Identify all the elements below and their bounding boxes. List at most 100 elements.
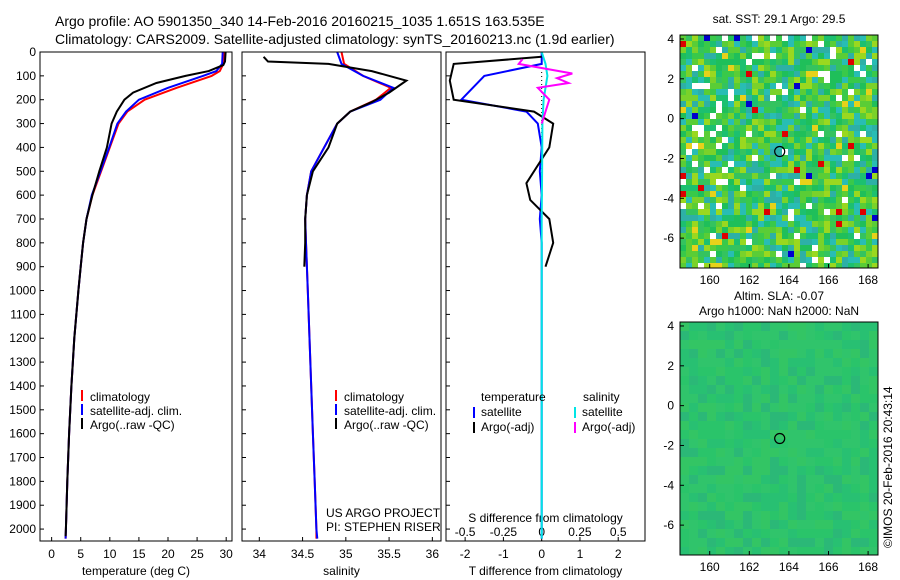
map-cell xyxy=(740,83,746,89)
map-cell xyxy=(794,173,800,179)
map-cell xyxy=(680,245,686,251)
map-cell xyxy=(761,484,770,493)
map-cell xyxy=(854,161,860,167)
map-cell xyxy=(728,251,734,257)
map-cell xyxy=(686,143,692,149)
map-cell xyxy=(842,83,848,89)
map-cell xyxy=(830,137,836,143)
map-cell xyxy=(740,59,746,65)
map-cell xyxy=(698,529,707,538)
map-cell xyxy=(689,412,698,421)
map-cell xyxy=(746,47,752,53)
map-cell xyxy=(752,322,761,331)
map-cell xyxy=(836,173,842,179)
map-cell xyxy=(818,161,824,167)
map-cell xyxy=(806,125,812,131)
map-cell xyxy=(704,215,710,221)
map-cell xyxy=(752,221,758,227)
map-cell xyxy=(812,77,818,83)
map-cell xyxy=(842,95,848,101)
map-cell xyxy=(758,263,764,268)
map-cell xyxy=(830,161,836,167)
map-cell xyxy=(869,439,878,448)
map-cell xyxy=(794,119,800,125)
map-cell xyxy=(728,173,734,179)
map-cell xyxy=(704,53,710,59)
map-cell xyxy=(710,227,716,233)
map-cell xyxy=(698,41,704,47)
map-cell xyxy=(782,101,788,107)
map-cell xyxy=(740,47,746,53)
map-cell xyxy=(716,53,722,59)
map-cell xyxy=(869,502,878,511)
map-cell xyxy=(776,239,782,245)
map-cell xyxy=(743,547,752,555)
map-cell xyxy=(707,439,716,448)
map-cell xyxy=(740,221,746,227)
map-cell xyxy=(716,340,725,349)
map-cell xyxy=(833,547,842,555)
map-cell xyxy=(752,107,758,113)
map-cell xyxy=(764,161,770,167)
map-cell xyxy=(788,547,797,555)
map-cell xyxy=(788,412,797,421)
map-cell xyxy=(692,107,698,113)
map-cell xyxy=(854,185,860,191)
map-cell xyxy=(869,376,878,385)
map-cell xyxy=(779,511,788,520)
map-cell xyxy=(770,59,776,65)
map-cell xyxy=(860,47,866,53)
map-cell xyxy=(725,448,734,457)
map-cell xyxy=(704,77,710,83)
map-cell xyxy=(704,179,710,185)
map-cell xyxy=(818,137,824,143)
x-tick-label: 25 xyxy=(190,547,204,561)
map-cell xyxy=(779,403,788,412)
map-cell xyxy=(758,89,764,95)
map-cell xyxy=(746,221,752,227)
map-cell xyxy=(830,221,836,227)
map-cell xyxy=(707,430,716,439)
map-cell xyxy=(689,439,698,448)
map-cell xyxy=(806,263,812,268)
map-cell xyxy=(782,191,788,197)
map-cell xyxy=(716,251,722,257)
map-cell xyxy=(824,430,833,439)
map-cell xyxy=(806,221,812,227)
map-cell xyxy=(716,77,722,83)
map-cell xyxy=(815,502,824,511)
map-cell xyxy=(698,137,704,143)
map-cell xyxy=(728,233,734,239)
map-cell xyxy=(812,47,818,53)
map-cell xyxy=(848,251,854,257)
map-cell xyxy=(734,239,740,245)
map-cell xyxy=(740,197,746,203)
map-cell xyxy=(770,77,776,83)
map-cell xyxy=(722,119,728,125)
map-cell xyxy=(794,197,800,203)
map-cell xyxy=(869,349,878,358)
map-cell xyxy=(722,89,728,95)
map-cell xyxy=(692,155,698,161)
map-cell xyxy=(752,430,761,439)
map-cell xyxy=(872,239,878,245)
map-cell xyxy=(860,107,866,113)
map-cell xyxy=(854,71,860,77)
map-cell xyxy=(764,53,770,59)
map-cell xyxy=(698,331,707,340)
map-cell xyxy=(686,71,692,77)
map-cell xyxy=(734,203,740,209)
map-cell xyxy=(692,143,698,149)
map-cell xyxy=(806,119,812,125)
map-cell xyxy=(722,137,728,143)
map-cell xyxy=(830,53,836,59)
map-cell xyxy=(725,529,734,538)
map-cell xyxy=(710,221,716,227)
map-cell xyxy=(710,35,716,41)
map-cell xyxy=(776,197,782,203)
map-cell xyxy=(779,421,788,430)
map-cell xyxy=(698,191,704,197)
map-cell xyxy=(848,113,854,119)
map-cell xyxy=(707,367,716,376)
